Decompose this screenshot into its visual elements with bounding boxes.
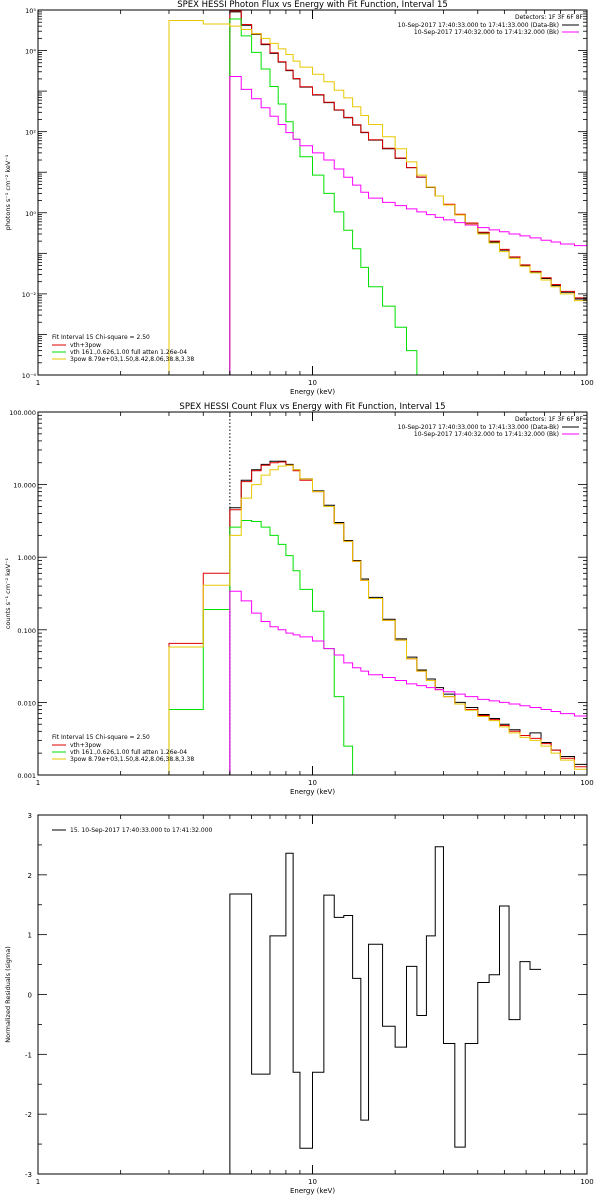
legend-bottom-title: Fit Interval 15 Chi-square = 2.50: [52, 334, 150, 341]
legend-bottom-item: vth+3pow: [70, 742, 101, 749]
y-tick-label: 10²: [25, 129, 36, 137]
series-data-bk: [229, 11, 587, 375]
series-3pow: [168, 20, 587, 375]
chart-title: SPEX HESSI Photon Flux vs Energy with Fi…: [177, 0, 448, 10]
y-tick-label: 0.100: [17, 627, 36, 635]
x-tick-label: 1: [36, 379, 40, 387]
series-data-bk: [229, 460, 587, 775]
series-bk: [229, 590, 587, 775]
data-layer: [168, 412, 587, 775]
y-tick-label: 10⁰: [25, 210, 36, 218]
series-bk: [229, 75, 587, 375]
x-tick-label: 1: [36, 1178, 40, 1186]
x-tick-label: 10: [308, 379, 317, 387]
data-layer: [229, 846, 542, 1174]
legend-bottom-item: vth 161.,0.626,1.00 full atten 1.26e-04: [70, 749, 187, 756]
series-3pow: [168, 464, 587, 775]
y-tick-label: 1.000: [17, 554, 36, 562]
legend-bottom-title: Fit Interval 15 Chi-square = 2.50: [52, 734, 150, 741]
x-tick-label: 100: [580, 379, 593, 387]
chart-panel-2: SPEX HESSI Count Flux vs Energy with Fit…: [4, 402, 594, 796]
chart-title: SPEX HESSI Count Flux vs Energy with Fit…: [179, 402, 445, 412]
series-residuals: [229, 846, 542, 1174]
y-tick-label: 10⁴: [25, 48, 36, 56]
legend-bottom-item: 3pow 8.79e+03,1.50,8.42,8.06,38.8,3.38: [70, 756, 194, 763]
series-vth-3pow: [229, 10, 587, 375]
y-tick-label: -1: [25, 1051, 32, 1059]
legend-top-item: 10-Sep-2017 17:40:33.000 to 17:41:33.000…: [398, 424, 559, 431]
y-tick-label: -3: [25, 1171, 32, 1179]
y-tick-label: 10.000: [13, 482, 36, 490]
x-tick-label: 10: [308, 779, 317, 787]
plot-frame: [37, 814, 588, 1175]
x-tick-label: 1: [36, 779, 40, 787]
chart-panel-1: SPEX HESSI Photon Flux vs Energy with Fi…: [4, 0, 594, 396]
y-axis-label: counts s⁻¹ cm⁻² keV⁻¹: [4, 557, 12, 629]
x-tick-label: 100: [580, 1178, 593, 1186]
y-tick-label: 3: [28, 812, 32, 820]
y-tick-label: 10⁻⁴: [22, 372, 37, 380]
y-axis-label: Normalized Residuals (sigma): [4, 946, 12, 1043]
series-vth: [168, 520, 361, 775]
y-tick-label: 10⁵: [25, 7, 36, 15]
x-axis-label: Energy (keV): [290, 788, 335, 796]
data-layer: [168, 10, 587, 375]
y-tick-label: 10⁻²: [22, 291, 37, 299]
legend-bottom-item: 3pow 8.79e+03,1.50,8.42,8.06,38.8,3.38: [70, 356, 194, 363]
y-tick-label: -2: [25, 1111, 32, 1119]
y-tick-label: 100.000: [9, 409, 36, 417]
legend-top-item: 10-Sep-2017 17:40:32.000 to 17:41:32.000…: [414, 431, 559, 438]
y-axis-label: photons s⁻¹ cm⁻² keV⁻¹: [4, 154, 12, 230]
y-tick-label: 0: [28, 992, 32, 1000]
chart-panel-3: 1 10 100 -3 -2 -1 0 1 2 3 Energy (keV) Normalized R…: [4, 812, 594, 1195]
legend-top-item: 10-Sep-2017 17:40:32.000 to 17:41:32.000…: [414, 29, 559, 36]
legend-header: Detectors: 1F 3F 6F 8F: [515, 416, 584, 423]
x-tick-label: 10: [308, 1178, 317, 1186]
y-tick-label: 0.010: [17, 699, 36, 707]
legend-top-item: 10-Sep-2017 17:40:33.000 to 17:41:33.000…: [398, 22, 559, 29]
series-vth: [229, 18, 427, 375]
x-axis-label: Energy (keV): [290, 388, 335, 396]
x-tick-label: 100: [580, 779, 593, 787]
plot-frame: [37, 411, 588, 776]
x-axis-label: Energy (keV): [290, 1187, 335, 1195]
legend-inline-item: 15. 10-Sep-2017 17:40:33.000 to 17:41:32…: [70, 827, 213, 834]
y-tick-label: 0.001: [17, 772, 36, 780]
y-tick-label: 1: [28, 932, 32, 940]
legend-bottom-item: vth 161.,0.626,1.00 full atten 1.26e-04: [70, 349, 187, 356]
plot-frame: [37, 9, 588, 376]
legend-header: Detectors: 1F 3F 6F 8F: [515, 14, 584, 21]
legend-bottom-item: vth+3pow: [70, 342, 101, 349]
series-vth-3pow: [168, 461, 587, 775]
y-tick-label: 2: [28, 872, 32, 880]
